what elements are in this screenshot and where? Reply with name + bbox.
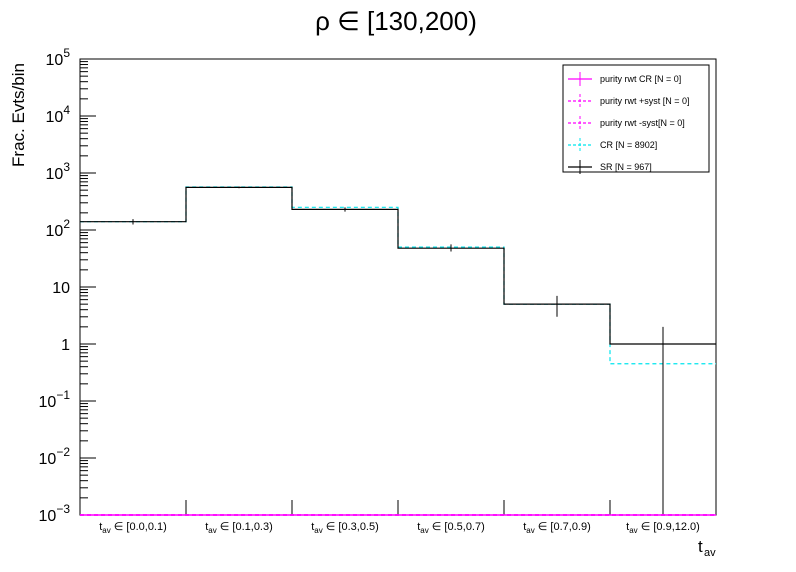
x-tick-label: tav ∈ [0.0,0.1) (99, 521, 167, 535)
x-axis: tav ∈ [0.0,0.1) tav ∈ [0.1,0.3) tav ∈ [0.3… (79, 500, 717, 535)
y-tick-exponent: −1 (56, 388, 70, 402)
x-tick-label: tav ∈ [0.1,0.3) (205, 521, 273, 535)
y-tick-exponent: 2 (63, 217, 70, 231)
y-axis-label: Frac. Evts/bin (9, 63, 28, 167)
y-axis: 10−3 10−2 10−1 1 10 102 103 104 105 (39, 46, 96, 525)
y-tick-exponent: −2 (56, 445, 70, 459)
y-tick-exponent: 4 (63, 103, 70, 117)
legend-label: CR [N = 8902] (600, 140, 657, 150)
x-axis-label-main: t (698, 537, 703, 556)
legend-label: purity rwt +syst [N = 0] (600, 96, 690, 106)
y-tick-label: 103 (46, 160, 71, 183)
series-layer (80, 186, 716, 516)
y-tick-label: 102 (46, 217, 71, 240)
x-tick-label: tav ∈ [0.7,0.9) (523, 521, 591, 535)
x-axis-label: t av (698, 537, 716, 559)
y-tick-label: 10−3 (39, 502, 71, 525)
series-line (80, 186, 716, 345)
legend-label: purity rwt CR [N = 0] (600, 74, 681, 84)
legend-label: SR [N = 967] (600, 162, 652, 172)
chart-title: ρ ∈ [130,200) (315, 6, 477, 36)
y-tick-label: 105 (46, 46, 71, 69)
legend-label: purity rwt -syst[N = 0] (600, 118, 685, 128)
y-tick-label: 10 (52, 280, 70, 297)
y-tick-exponent: 5 (63, 46, 70, 60)
x-tick-label: tav ∈ [0.5,0.7) (417, 521, 485, 535)
y-tick-label: 1 (61, 337, 70, 354)
y-tick-exponent: 3 (63, 160, 70, 174)
y-tick-label: 10−2 (39, 445, 71, 468)
legend-box (562, 64, 710, 173)
x-tick-label: tav ∈ [0.3,0.5) (311, 521, 379, 535)
y-tick-label: 104 (46, 103, 71, 126)
x-axis-label-sub: av (704, 547, 716, 559)
y-tick-label: 10−1 (39, 388, 71, 411)
legend: purity rwt CR [N = 0] purity rwt +syst [N… (562, 64, 710, 174)
y-tick-exponent: −3 (56, 502, 70, 516)
x-tick-label: tav ∈ [0.9,12.0) (626, 521, 700, 535)
